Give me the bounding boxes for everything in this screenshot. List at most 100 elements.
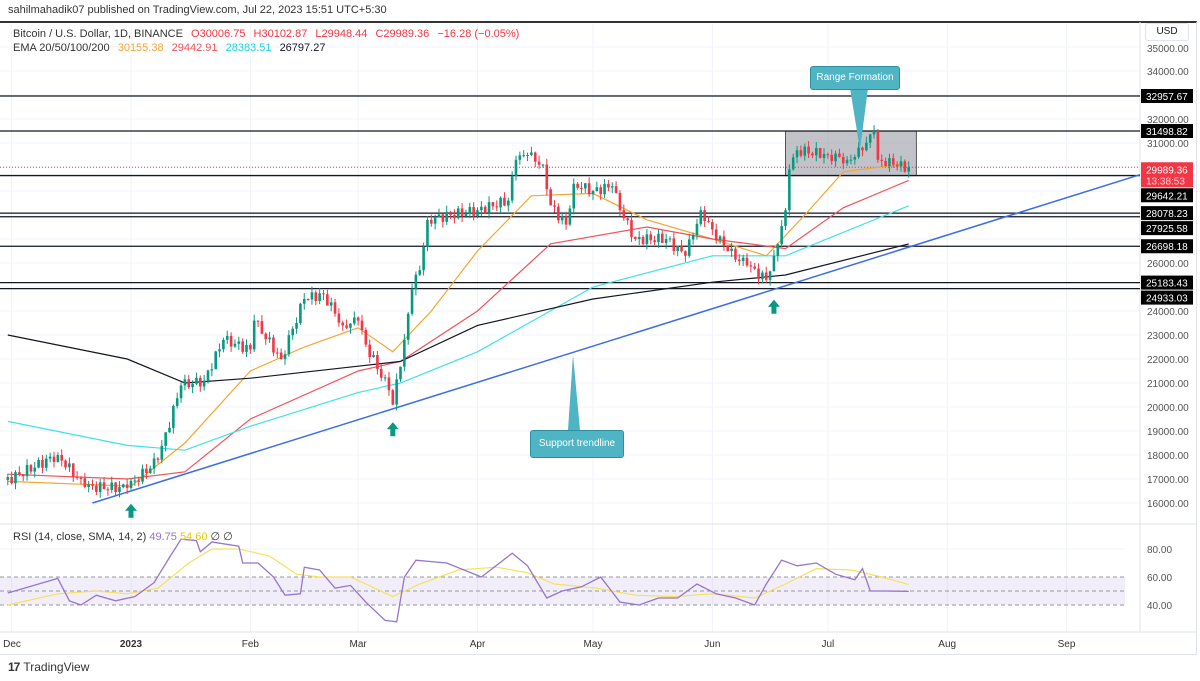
candle-body xyxy=(907,167,910,172)
rsi-tick-label: 80.00 xyxy=(1147,545,1172,556)
candle-body xyxy=(599,187,602,195)
up-arrow-icon xyxy=(386,422,399,437)
candle-body xyxy=(133,480,137,482)
candle-body xyxy=(714,229,718,241)
candle-body xyxy=(664,239,668,243)
candle-body xyxy=(845,159,849,164)
tradingview-logo[interactable]: 17 TradingView xyxy=(8,660,89,674)
candle-body xyxy=(838,153,841,158)
candle-body xyxy=(468,206,472,214)
time-tick-label: Dec xyxy=(3,639,21,650)
rsi-tick-label: 60.00 xyxy=(1147,573,1172,584)
level-label-box xyxy=(1141,89,1193,104)
price-tick-label: 34000.00 xyxy=(1147,67,1189,78)
candle-body xyxy=(699,210,703,224)
attribution: sahilmahadik07 published on TradingView.… xyxy=(8,4,387,16)
level-label: 24933.03 xyxy=(1146,294,1188,305)
rsi-legend: RSI (14, close, SMA, 14, 2) 49.75 54.60 … xyxy=(13,530,233,543)
currency-button[interactable]: USD xyxy=(1145,23,1189,41)
candle-body xyxy=(256,320,260,322)
level-label-box xyxy=(1141,206,1193,221)
candle-body xyxy=(314,292,318,302)
last-price-box xyxy=(1141,162,1193,188)
close-value: C29989.36 xyxy=(375,28,430,40)
candle-body xyxy=(187,379,191,388)
candle-body xyxy=(214,351,217,370)
candle-body xyxy=(141,468,144,482)
candle-body xyxy=(645,234,649,244)
candle-body xyxy=(530,152,533,155)
level-label-box xyxy=(1141,239,1193,254)
ema50-value: 29442.91 xyxy=(171,42,218,54)
candle-body xyxy=(899,161,903,167)
candle-body xyxy=(299,303,302,324)
candle-body xyxy=(703,210,706,222)
candle-body xyxy=(507,200,510,206)
candle-body xyxy=(815,147,818,156)
ema-label[interactable]: EMA 20/50/100/200 xyxy=(13,42,110,54)
candle-body xyxy=(799,150,803,156)
price-tick-label: 21000.00 xyxy=(1147,379,1189,390)
range-formation-callout[interactable]: Range Formation xyxy=(810,66,900,90)
candle-body xyxy=(333,302,337,314)
candle-body xyxy=(780,225,783,245)
candle-body xyxy=(18,472,21,475)
candle-body xyxy=(634,236,637,239)
candle-body xyxy=(426,219,429,247)
candle-body xyxy=(630,220,633,237)
candle-body xyxy=(383,377,387,379)
price-tick-label: 31000.00 xyxy=(1147,139,1189,150)
candle-body xyxy=(541,164,545,166)
candle-body xyxy=(145,468,148,474)
candle-body xyxy=(803,146,807,156)
candle-body xyxy=(52,456,56,462)
candle-body xyxy=(888,158,891,167)
candle-body xyxy=(98,482,102,492)
level-label-box xyxy=(1141,221,1193,236)
level-label: 25183.43 xyxy=(1146,279,1188,290)
time-tick-label: Apr xyxy=(470,639,486,650)
candle-body xyxy=(580,187,583,189)
candle-body xyxy=(788,169,791,211)
candle-body xyxy=(649,234,653,241)
time-tick-label: Feb xyxy=(242,639,260,650)
candle-body xyxy=(587,183,591,195)
candle-body xyxy=(834,153,837,162)
rsi-label[interactable]: RSI (14, close, SMA, 14, 2) xyxy=(13,531,147,543)
candle-body xyxy=(857,147,860,158)
candle-body xyxy=(691,235,695,240)
low-value: L29948.44 xyxy=(315,28,368,40)
last-price-label: 29989.36 xyxy=(1146,165,1188,176)
candle-body xyxy=(118,487,121,493)
candle-body xyxy=(87,484,90,487)
candle-body xyxy=(895,164,899,167)
candle-body xyxy=(607,183,610,188)
candle-body xyxy=(168,427,171,433)
price-tick-label: 24000.00 xyxy=(1147,307,1189,318)
candle-body xyxy=(260,321,264,334)
candle-body xyxy=(526,155,529,156)
time-tick-label: Jun xyxy=(704,639,720,650)
candle-body xyxy=(853,157,857,160)
level-label-box xyxy=(1141,188,1193,203)
candle-body xyxy=(734,248,737,260)
candle-body xyxy=(110,482,114,490)
candle-body xyxy=(522,155,525,157)
rsi-extra: ∅ ∅ xyxy=(210,531,233,543)
candle-body xyxy=(345,325,348,328)
candle-body xyxy=(480,206,483,211)
candle-body xyxy=(880,159,884,162)
level-label-box xyxy=(1141,275,1193,290)
candle-body xyxy=(711,222,714,230)
candle-body xyxy=(399,366,402,380)
candle-body xyxy=(661,233,664,243)
candle-body xyxy=(568,208,572,225)
support-trendline-callout[interactable]: Support trendline xyxy=(530,430,624,458)
symbol-label[interactable]: Bitcoin / U.S. Dollar, 1D, BINANCE xyxy=(13,28,183,40)
candle-body xyxy=(414,274,418,290)
candle-body xyxy=(557,206,560,221)
candle-body xyxy=(387,377,391,391)
ema-line-ema200 xyxy=(7,243,909,384)
candle-body xyxy=(437,214,441,217)
